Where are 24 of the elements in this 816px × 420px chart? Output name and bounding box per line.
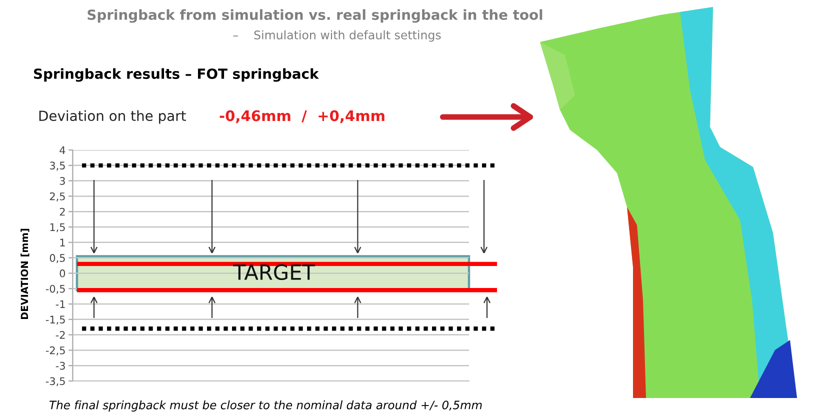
text: The final springback must be closer to the nominal data around +/- 0,5mm (49, 400, 482, 412)
y-tick-label: -1,5 (46, 316, 65, 325)
y-tick-label: 3,5 (50, 162, 65, 171)
y-tick-label: 0 (60, 269, 66, 278)
y-tick-label: -3,5 (46, 377, 65, 386)
y-tick-label: 2 (60, 208, 65, 216)
y-tick-label: -0,5 (46, 284, 65, 294)
y-tick-label: -2,5 (46, 346, 65, 356)
y-tick-label: -2 (56, 331, 65, 339)
annotation: TARGET (233, 264, 315, 280)
chart-title: Springback from simulation vs. real springback in the tool (88, 9, 542, 23)
chart-subtitle: – Simulation with default settings (233, 30, 441, 42)
text: -0,46mm / +0,4mm (220, 110, 384, 124)
y-tick-label: 1,5 (50, 223, 65, 232)
text: Deviation on the part (39, 110, 186, 124)
y-tick-label: 1 (60, 238, 65, 246)
text: Springback results – FOT springback (34, 68, 320, 82)
y-axis-title: DEVIATION [mm] (20, 228, 30, 320)
y-tick-label: -1 (56, 300, 65, 308)
y-tick-label: 4 (60, 146, 66, 154)
y-tick-label: 3 (60, 177, 65, 185)
y-tick-label: -3 (56, 362, 65, 370)
y-tick-label: 2,5 (50, 192, 65, 202)
y-tick-label: 0,5 (50, 254, 65, 263)
